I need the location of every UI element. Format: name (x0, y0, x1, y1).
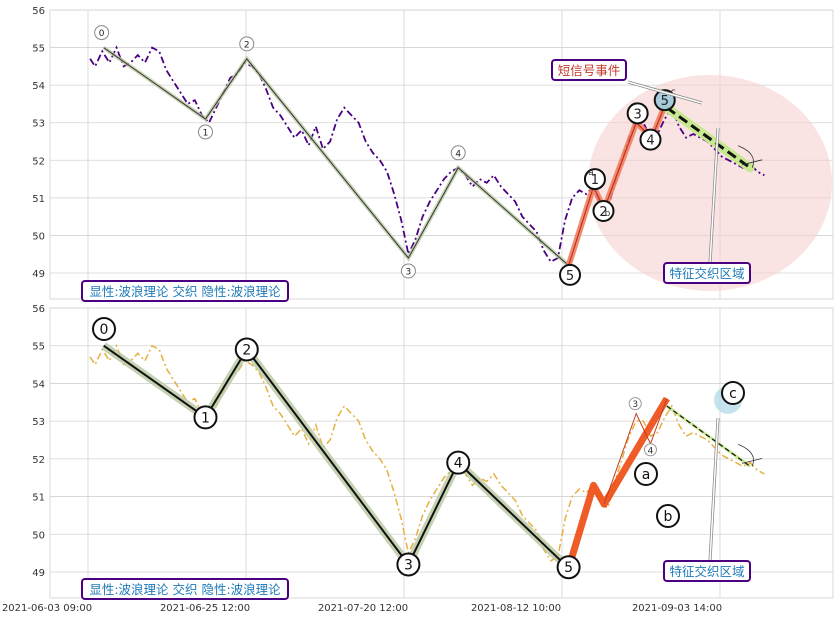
top-zone-text: 特征交织区域 (669, 266, 744, 281)
bottom-panel: 49 50 51 52 53 54 55 56 3 4 0 1 2 3 4 5 a b c 显性:波浪理论 交织 隐性… (32, 304, 834, 600)
bottom-projection-arc (738, 444, 754, 467)
top-wave-big-label: 2 (599, 205, 607, 220)
xtick-label: 2021-07-20 12:00 (318, 603, 408, 614)
top-wave-big-label: 5 (661, 94, 669, 109)
top-wave-small-label: a (588, 168, 594, 178)
bottom-ytick-label: 51 (32, 493, 45, 504)
top-ytick-label: 51 (32, 194, 45, 205)
top-wave-main-marker (559, 263, 582, 286)
xtick-label: 2021-06-03 09:00 (2, 603, 92, 614)
bottom-wave-main-marker (446, 450, 471, 475)
bottom-projection-line (666, 405, 751, 467)
bottom-wave-main-marker (234, 337, 259, 362)
xtick-label: 2021-09-03 14:00 (632, 603, 722, 614)
top-legend-box (81, 280, 289, 302)
bottom-ytick-label: 53 (32, 417, 45, 428)
bottom-wave-main-marker (556, 555, 581, 580)
top-signal-text: 短信号事件 (558, 63, 621, 78)
top-ytick-label: 49 (32, 269, 45, 280)
bottom-small-wave-marker (628, 397, 642, 411)
bottom-wave-main-label: 5 (564, 560, 573, 576)
top-wave-big-label: 3 (634, 107, 642, 122)
bottom-small-wave-label: 4 (648, 446, 654, 456)
bottom-ytick-label: 50 (32, 530, 45, 541)
top-wave-main-line (103, 47, 569, 266)
top-signal-arrow (627, 81, 703, 104)
bottom-legend-text: 显性:波浪理论 交织 隐性:波浪理论 (89, 582, 281, 597)
top-ytick-label: 56 (32, 6, 45, 17)
top-ytick-label: 55 (32, 44, 45, 55)
bottom-wave-secondary-label: c (729, 386, 737, 402)
top-wave-main-marker (400, 263, 416, 279)
bottom-wave-secondary-label: b (664, 509, 673, 525)
bottom-wave-secondary-marker (721, 381, 745, 405)
bottom-frame (49, 307, 834, 599)
bottom-wave-main-marker (92, 317, 116, 341)
bottom-small-wave-label: 3 (632, 400, 638, 410)
bottom-wave-secondary-marker (634, 462, 658, 486)
top-ytick-label: 52 (32, 156, 45, 167)
top-signal-box (551, 59, 627, 81)
bottom-projection-tick (742, 458, 763, 464)
top-ytick-label: 53 (32, 119, 45, 130)
top-wave-main-label: 0 (99, 29, 105, 39)
top-zone-box (663, 262, 751, 284)
top-ytick-label: 50 (32, 231, 45, 242)
bottom-zone-box (663, 560, 751, 582)
bottom-wave-secondary-line (565, 396, 670, 570)
top-wave-main-label: 1 (203, 128, 209, 138)
top-wave-big-marker (592, 200, 615, 223)
top-wave-small-label: b (605, 209, 611, 219)
bottom-wave-main-label: 0 (100, 322, 109, 338)
top-ytick-label: 54 (32, 81, 45, 92)
bottom-ytick-label: 54 (32, 379, 45, 390)
bottom-ytick-label: 56 (32, 304, 45, 315)
bottom-wave-main-line (103, 344, 570, 569)
top-wave-main-label: 5 (566, 269, 574, 284)
top-wave-big-marker (639, 128, 662, 151)
top-wave-main-label: 2 (244, 40, 250, 50)
top-wave-main-marker (94, 25, 110, 41)
bottom-ytick-label: 52 (32, 455, 45, 466)
bottom-wave-main-marker (396, 552, 421, 577)
top-legend-text: 显性:波浪理论 交织 隐性:波浪理论 (89, 284, 281, 299)
top-projection-line (665, 106, 752, 170)
bottom-ytick-label: 55 (32, 342, 45, 353)
top-wave-big-marker (583, 168, 606, 191)
bottom-legend-box (81, 578, 289, 600)
bottom-wave-main-label: 1 (201, 410, 210, 426)
top-wave-big-label: 1 (591, 173, 599, 188)
bottom-wave-small-line (603, 398, 668, 505)
top-wave-main-label: 4 (455, 149, 461, 159)
top-zone-arrow (709, 127, 719, 264)
bottom-wave-main-label: 2 (242, 342, 251, 358)
bottom-ytick-label: 49 (32, 568, 45, 579)
bottom-wave-main-label: 4 (454, 456, 463, 472)
xtick-label: 2021-06-25 12:00 (160, 603, 250, 614)
top-wave-c-label: c (671, 87, 676, 97)
bottom-small-wave-marker (643, 443, 657, 457)
top-wave-main-marker (197, 124, 213, 140)
top-wave-main-label: 3 (406, 267, 412, 277)
bottom-zone-text: 特征交织区域 (669, 564, 744, 579)
bottom-zone-arrow (709, 417, 719, 562)
top-projection-tick (742, 159, 763, 166)
top-wave-main-marker (239, 36, 255, 52)
bottom-wave-main-marker (193, 405, 218, 430)
top-wave-big-label: 4 (646, 134, 654, 149)
bottom-wave-secondary-marker (656, 504, 680, 528)
top-wave-big-marker (626, 102, 649, 125)
bottom-wave-secondary-label: a (642, 467, 651, 483)
xtick-label: 2021-08-12 10:00 (471, 603, 561, 614)
top-wave-main-marker (450, 145, 466, 161)
bottom-wave-main-label: 3 (404, 557, 413, 573)
top-projection-arc (738, 145, 754, 168)
